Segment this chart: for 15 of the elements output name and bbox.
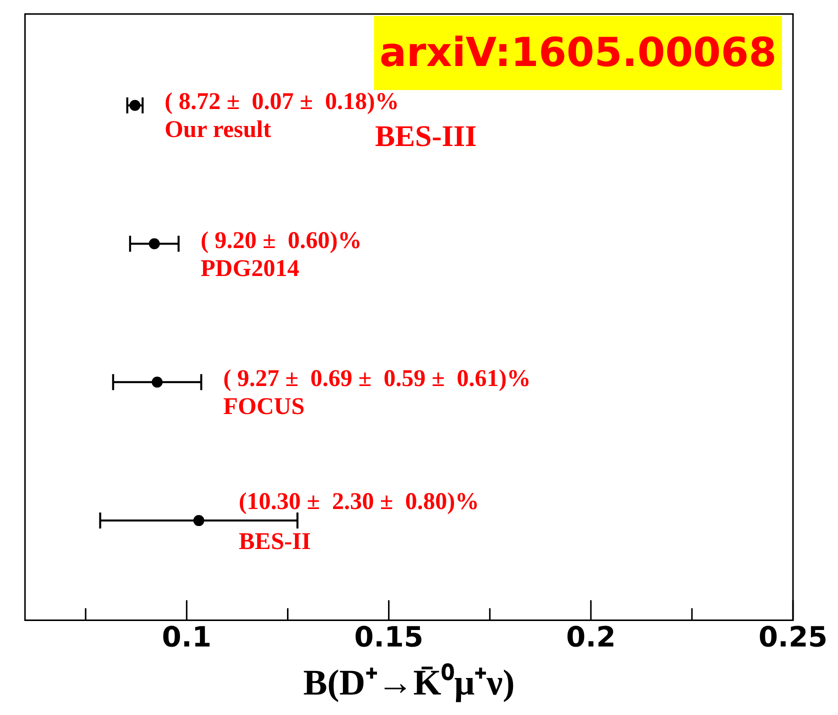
- data-label: (10.30 ± 2.30 ± 0.80)%: [238, 488, 480, 516]
- x-axis-title: B(D⁺→K̄⁰μ⁺ν): [303, 662, 515, 703]
- x-tick-label: 0.15: [354, 620, 424, 654]
- y-tick-label: FOCUS: [223, 394, 305, 422]
- x-tick-label: 0.2: [566, 620, 616, 654]
- data-label: ( 9.20 ± 0.60)%: [200, 228, 362, 255]
- data-label: ( 8.72 ± 0.07 ± 0.18)%: [164, 89, 399, 116]
- y-tick-label: BES-II: [238, 528, 311, 556]
- x-tick-label: 0.1: [162, 620, 212, 654]
- data-label: ( 9.27 ± 0.69 ± 0.59 ± 0.61)%: [223, 366, 531, 394]
- y-tick-label: Our result: [164, 117, 272, 144]
- y-tick-label: PDG2014: [200, 256, 300, 283]
- x-tick-label: 0.25: [758, 620, 828, 654]
- annotation: arxiV:1605.00068: [374, 16, 782, 90]
- annotation: BES-III: [375, 120, 477, 154]
